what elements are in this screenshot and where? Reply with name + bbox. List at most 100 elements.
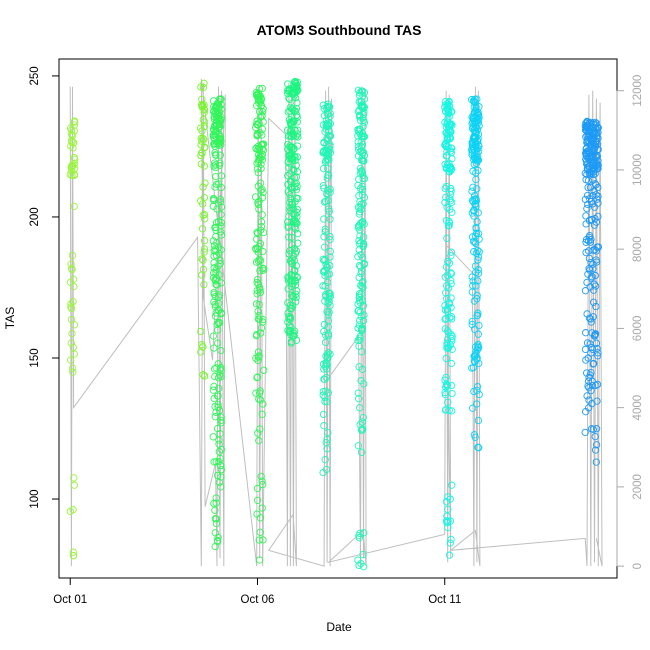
tas-point (357, 426, 366, 434)
tas-point (290, 327, 299, 335)
tas-point (67, 300, 75, 308)
tas-point (473, 218, 481, 226)
tas-point (359, 413, 367, 422)
tas-point (256, 256, 265, 265)
tas-point (589, 313, 597, 321)
tas-point (583, 310, 591, 318)
tas-point (326, 112, 334, 120)
tas-point (70, 474, 78, 482)
tas-point (443, 519, 451, 527)
tas-point (473, 386, 481, 395)
tas-point (356, 116, 365, 124)
tas-point (442, 289, 450, 297)
tas-point (323, 174, 331, 182)
tas-point (211, 402, 219, 411)
tas-point (284, 309, 292, 317)
tas-point (259, 247, 267, 256)
tas-point (443, 133, 451, 141)
tas-point (214, 319, 223, 327)
tas-point (285, 328, 293, 336)
tas-point (587, 118, 596, 127)
tas-point (258, 84, 266, 93)
tas-point (326, 188, 334, 197)
tas-point (587, 318, 595, 326)
tas-point (215, 478, 223, 487)
tas-point (288, 143, 296, 151)
tas-point (472, 127, 480, 136)
tas-point (214, 403, 222, 411)
tas-point (444, 505, 452, 513)
tas-point (199, 183, 207, 191)
tas-point (471, 145, 479, 154)
tas-point (321, 338, 330, 347)
tas-point (67, 163, 75, 171)
tas-point (212, 226, 220, 234)
tas-point (69, 551, 78, 560)
tas-point (592, 181, 600, 189)
tas-point (294, 194, 302, 203)
tas-point (200, 135, 208, 144)
tas-point (286, 177, 295, 185)
tas-point (70, 202, 78, 211)
tas-point (322, 438, 330, 447)
tas-point (470, 191, 479, 200)
tas-point (472, 223, 480, 232)
tas-point (592, 256, 600, 264)
tas-point (468, 196, 477, 205)
tas-point (473, 291, 481, 300)
tas-point (448, 334, 456, 343)
tas-point (359, 171, 367, 180)
tas-point (590, 187, 598, 195)
tas-point (358, 348, 366, 356)
tas-point (197, 124, 205, 132)
tas-point (210, 264, 218, 272)
tas-point (213, 536, 222, 545)
tas-point (285, 250, 293, 258)
tas-point (325, 132, 334, 140)
tas-point (355, 91, 364, 99)
tas-point (584, 377, 593, 385)
tas-point (69, 368, 77, 376)
tas-point (594, 349, 602, 357)
tas-point (199, 134, 207, 142)
tas-point (473, 383, 482, 391)
tas-point (212, 161, 220, 169)
tas-point (474, 166, 482, 175)
tas-point (288, 200, 296, 208)
tas-point (355, 246, 363, 254)
tas-point (217, 172, 226, 180)
tas-point (591, 120, 599, 129)
tas-point (357, 270, 365, 278)
tas-point (320, 375, 328, 383)
tas-point (214, 326, 222, 334)
tas-point (292, 173, 301, 181)
tas-point (258, 504, 266, 512)
tas-point (359, 302, 367, 310)
tas-point (290, 88, 299, 96)
tas-point (294, 239, 302, 247)
tas-point (216, 365, 224, 373)
y2-tick-label: 4000 (632, 395, 644, 421)
tas-point (472, 124, 481, 132)
tas-point (583, 118, 591, 126)
tas-point (355, 306, 363, 315)
tas-point (68, 251, 77, 260)
tas-point (291, 78, 299, 86)
tas-point (213, 128, 221, 136)
tas-point (592, 381, 600, 390)
tas-point (582, 248, 590, 257)
y-axis-label: TAS (3, 307, 17, 329)
tas-point (255, 284, 264, 292)
tas-point (442, 373, 450, 382)
tas-point (197, 348, 205, 356)
tas-point (588, 216, 596, 224)
tas-point (256, 97, 265, 106)
tas-point (291, 180, 299, 188)
tas-point (355, 321, 363, 329)
tas-point (214, 392, 222, 400)
tas-point (259, 315, 267, 324)
tas-point (356, 529, 364, 538)
tas-point (591, 123, 600, 132)
tas-point (472, 195, 480, 203)
tas-point (590, 359, 598, 368)
